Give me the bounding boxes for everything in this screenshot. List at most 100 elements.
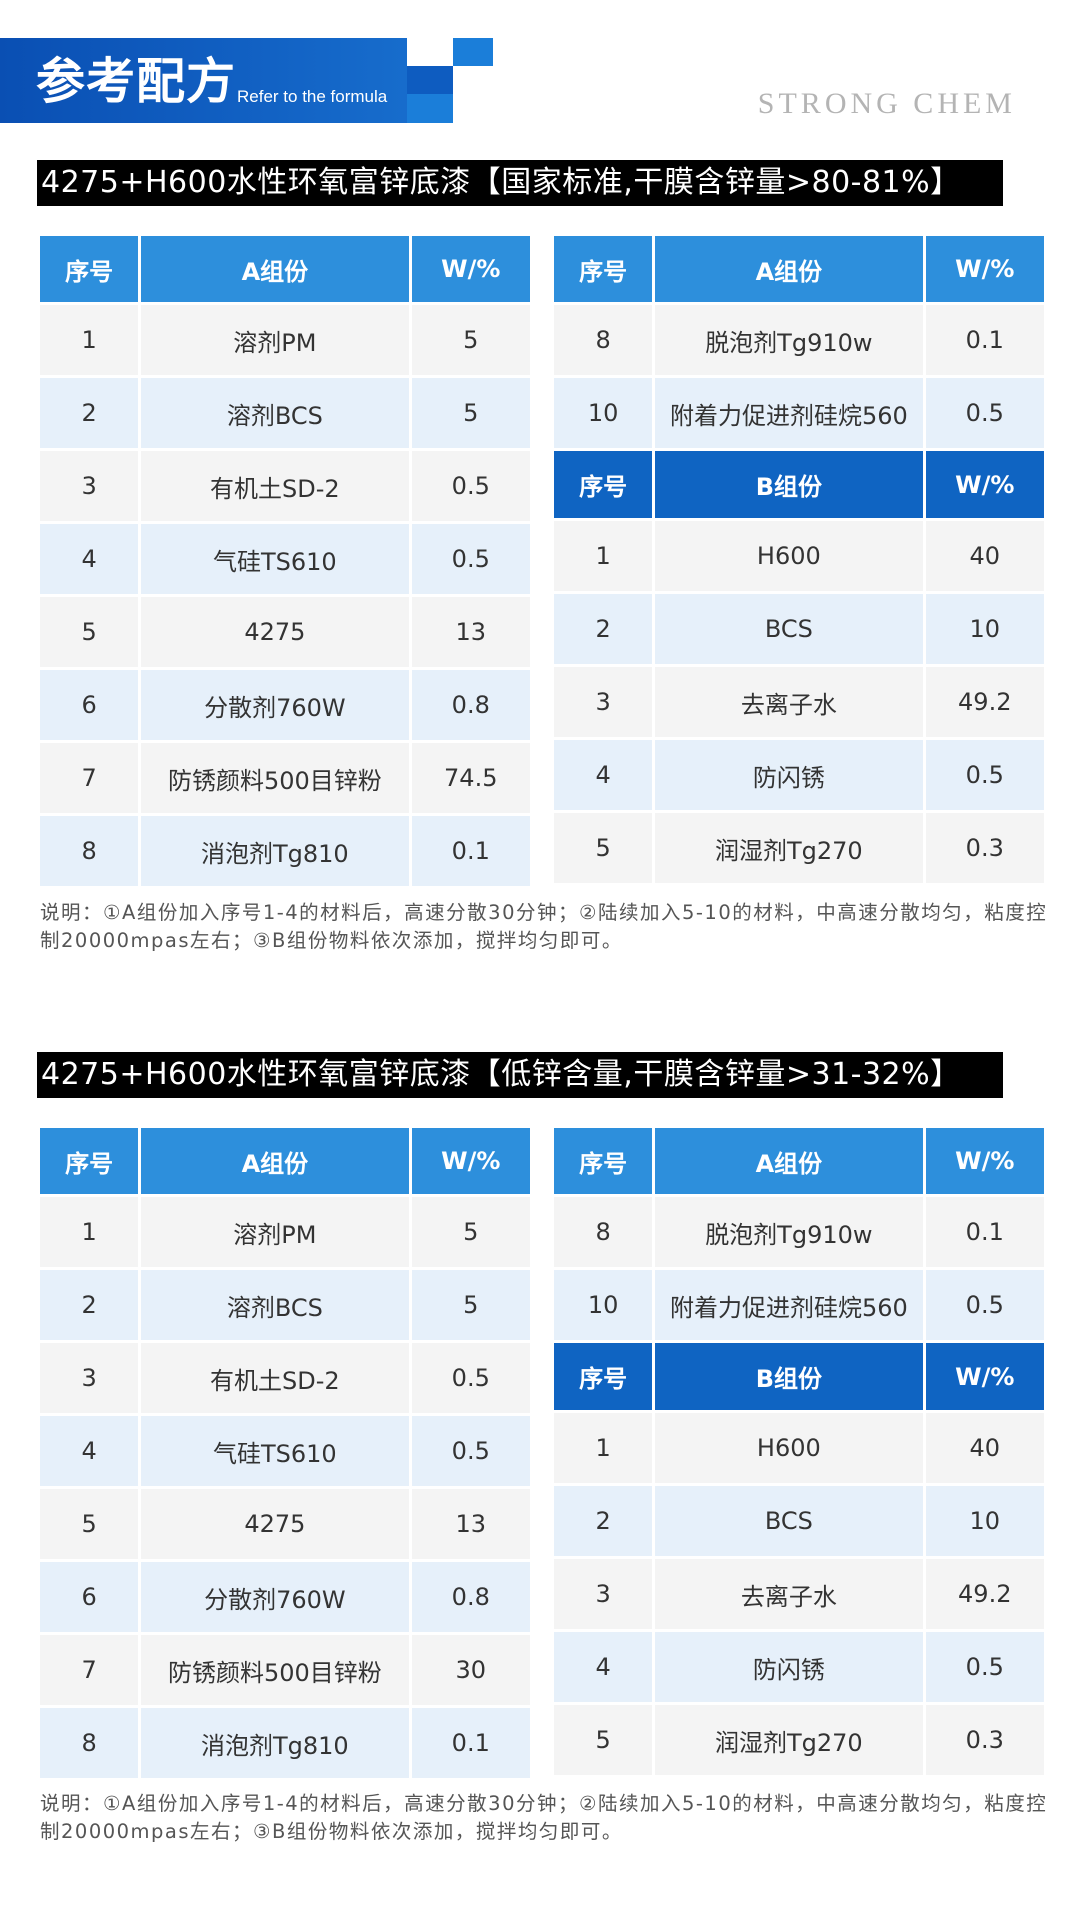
header-weight: W/% [925,1128,1044,1194]
table-row: 5 润湿剂Tg270 0.3 [554,813,1044,883]
cell-name: 溶剂PM [141,305,409,375]
cell-name: BCS [655,594,923,664]
cell-name: 有机土SD-2 [141,1343,409,1413]
cell-name: 气硅TS610 [141,524,409,594]
cell-no: 5 [40,597,139,667]
cell-no: 1 [554,521,653,591]
cell-no: 3 [554,1559,653,1629]
b-component-table: 序号 A组份 W/% 8 脱泡剂Tg910w 0.1 10 附着力促进剂硅烷560 0.… [551,233,1047,886]
cell-no: 8 [554,1197,653,1267]
cell-no: 2 [40,378,139,448]
instruction-note: 说明：①A组份加入序号1-4的材料后，高速分散30分钟；②陆续加入5-10的材料… [40,1792,1048,1843]
cell-name: 分散剂760W [141,1562,409,1632]
b-component-table: 序号 A组份 W/% 8 脱泡剂Tg910w 0.1 10 附着力促进剂硅烷560 0.… [551,1125,1047,1778]
cell-name: 润湿剂Tg270 [655,1705,923,1775]
table-row: 4 气硅TS610 0.5 [40,1416,530,1486]
cell-weight: 0.3 [925,1705,1044,1775]
header-name: B组份 [655,451,923,518]
table-row: 1 溶剂PM 5 [40,305,530,375]
cell-weight: 5 [411,378,530,448]
table-row: 4 防闪锈 0.5 [554,1632,1044,1702]
cell-name: 附着力促进剂硅烷560 [655,1270,923,1340]
cell-name: 去离子水 [655,667,923,737]
page-subtitle: Refer to the formula [237,87,388,106]
table-row: 2 溶剂BCS 5 [40,378,530,448]
cell-name: 防闪锈 [655,1632,923,1702]
table-header-row: 序号 A组份 W/% [554,1128,1044,1194]
instruction-note: 说明：①A组份加入序号1-4的材料后，高速分散30分钟；②陆续加入5-10的材料… [40,901,1048,952]
table-row: 10 附着力促进剂硅烷560 0.5 [554,378,1044,448]
cell-weight: 30 [411,1635,530,1705]
cell-name: 分散剂760W [141,670,409,740]
cell-name: 有机土SD-2 [141,451,409,521]
table-row: 4 防闪锈 0.5 [554,740,1044,810]
cell-weight: 0.1 [925,305,1044,375]
cell-weight: 40 [925,521,1044,591]
table-row: 1 溶剂PM 5 [40,1197,530,1267]
cell-no: 2 [554,594,653,664]
table-row: 6 分散剂760W 0.8 [40,1562,530,1632]
cell-weight: 0.5 [925,378,1044,448]
table-header-row-b: 序号 B组份 W/% [554,451,1044,518]
header-weight: W/% [925,1343,1044,1410]
table-row: 2 BCS 10 [554,594,1044,664]
cell-weight: 0.1 [411,816,530,886]
table-row: 5 4275 13 [40,597,530,667]
cell-weight: 0.5 [411,451,530,521]
header-no: 序号 [554,1343,653,1410]
cell-name: 消泡剂Tg810 [141,1708,409,1778]
cell-weight: 0.1 [925,1197,1044,1267]
table-row: 2 BCS 10 [554,1486,1044,1556]
cell-name: 溶剂BCS [141,1270,409,1340]
cell-no: 6 [40,670,139,740]
cell-no: 4 [554,1632,653,1702]
table-header-row: 序号 A组份 W/% [40,1128,530,1194]
cell-weight: 0.5 [411,524,530,594]
cell-weight: 10 [925,1486,1044,1556]
cell-name: 消泡剂Tg810 [141,816,409,886]
cell-no: 4 [40,524,139,594]
table-row: 8 脱泡剂Tg910w 0.1 [554,1197,1044,1267]
table-row: 10 附着力促进剂硅烷560 0.5 [554,1270,1044,1340]
cell-name: H600 [655,521,923,591]
cell-weight: 13 [411,597,530,667]
cell-weight: 0.5 [925,1632,1044,1702]
cell-weight: 10 [925,594,1044,664]
cell-no: 2 [40,1270,139,1340]
cell-name: 4275 [141,597,409,667]
cell-name: 附着力促进剂硅烷560 [655,378,923,448]
cell-weight: 0.5 [925,1270,1044,1340]
cell-no: 1 [40,1197,139,1267]
cell-no: 2 [554,1486,653,1556]
header-no: 序号 [554,1128,653,1194]
section-title: 4275+H600水性环氧富锌底漆【国家标准,干膜含锌量>80-81%】 [37,160,1003,206]
cell-no: 5 [40,1489,139,1559]
cell-no: 7 [40,1635,139,1705]
table-row: 4 气硅TS610 0.5 [40,524,530,594]
table-row: 8 消泡剂Tg810 0.1 [40,816,530,886]
header-name: A组份 [655,236,923,302]
cell-name: 去离子水 [655,1559,923,1629]
table-row: 8 脱泡剂Tg910w 0.1 [554,305,1044,375]
cell-name: H600 [655,1413,923,1483]
table-header-row: 序号 A组份 W/% [554,236,1044,302]
cell-no: 1 [554,1413,653,1483]
cell-name: 润湿剂Tg270 [655,813,923,883]
table-row: 8 消泡剂Tg810 0.1 [40,1708,530,1778]
cell-weight: 5 [411,305,530,375]
cell-weight: 0.8 [411,670,530,740]
table-row: 3 有机土SD-2 0.5 [40,1343,530,1413]
cell-weight: 0.1 [411,1708,530,1778]
cell-no: 4 [554,740,653,810]
table-row: 3 去离子水 49.2 [554,667,1044,737]
cell-weight: 5 [411,1197,530,1267]
table-row: 6 分散剂760W 0.8 [40,670,530,740]
cell-weight: 40 [925,1413,1044,1483]
header-no: 序号 [40,236,139,302]
cell-weight: 0.5 [925,740,1044,810]
cell-name: 防闪锈 [655,740,923,810]
table-row: 1 H600 40 [554,521,1044,591]
cell-weight: 13 [411,1489,530,1559]
header-weight: W/% [925,451,1044,518]
cell-name: 溶剂BCS [141,378,409,448]
